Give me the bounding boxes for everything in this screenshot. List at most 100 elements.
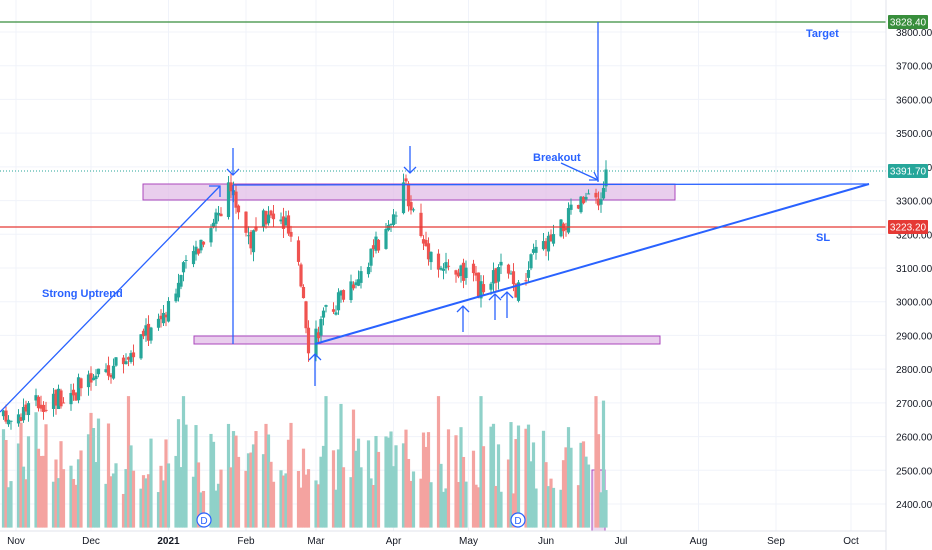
candle-body (419, 212, 423, 237)
bottom-arrow-head (500, 291, 514, 299)
candle (44, 401, 48, 413)
volume-bar (216, 483, 221, 528)
volume-bar (419, 478, 423, 528)
candle (289, 225, 293, 242)
candle (389, 223, 393, 233)
candle-body (394, 215, 398, 217)
dividend-marker-label: D (514, 516, 521, 527)
candle-body (369, 248, 373, 266)
candle (76, 373, 81, 404)
volume-bar (499, 491, 503, 528)
candle-body (211, 222, 216, 227)
candle-body (436, 253, 441, 270)
dividend-marker-jan[interactable]: D (196, 512, 212, 528)
candle-body (546, 235, 551, 252)
candle (584, 192, 588, 203)
candle-body (529, 254, 533, 269)
candle-body (506, 264, 511, 274)
candle-body (226, 182, 231, 218)
candle (411, 207, 416, 213)
candle (61, 397, 66, 404)
x-tick-label: Dec (82, 536, 100, 547)
candle-body (214, 212, 218, 224)
candle (299, 262, 303, 288)
candle (174, 288, 178, 303)
candle (406, 181, 411, 212)
volume-bar (514, 439, 518, 528)
x-axis[interactable]: Nov Dec 2021 Feb Mar Apr May Jun Jul Aug Sep Oct (0, 530, 886, 547)
candle-body (531, 249, 536, 253)
candle-body (559, 219, 563, 237)
ascending-trendline (314, 183, 870, 345)
candle (594, 188, 598, 204)
dividend-marker-label: D (200, 516, 207, 527)
candle (9, 420, 13, 430)
y-tick-label: 3800.00 (896, 28, 932, 39)
volume-bar (61, 469, 66, 528)
candle-body (281, 216, 286, 229)
volume-bar (214, 490, 218, 528)
volume-bar (41, 455, 46, 528)
candle (139, 333, 143, 360)
candle-body (489, 283, 493, 290)
volume-bar (441, 491, 446, 528)
volume-bar (389, 431, 393, 528)
candle-body (579, 196, 583, 213)
candle (509, 270, 513, 275)
candle-body (459, 265, 463, 276)
candle-body (401, 182, 406, 214)
volume-bar (581, 441, 586, 528)
candle (481, 275, 486, 296)
volume-bar (491, 423, 496, 528)
volume-bar (594, 396, 598, 528)
candle-body (324, 305, 328, 307)
candle (296, 236, 301, 266)
candle-body (194, 246, 198, 255)
x-tick-label: Mar (307, 536, 325, 547)
candle (86, 370, 91, 396)
candle (156, 313, 161, 331)
candle-body (499, 261, 503, 266)
y-tick-label: 2400.00 (896, 500, 932, 511)
y-tick-label: 3100.00 (896, 264, 932, 275)
candle-body (426, 243, 431, 260)
x-tick-label: Jun (538, 536, 554, 547)
candle (351, 281, 356, 291)
volume-bar (16, 443, 21, 528)
candle-body (89, 373, 93, 383)
candle (581, 196, 586, 205)
candle-body (534, 246, 538, 253)
candle-body (576, 204, 581, 209)
candle-body (601, 187, 606, 199)
y-tick-label: 3000.00 (896, 298, 932, 309)
volume-bar (104, 483, 108, 528)
candle-body (319, 319, 323, 336)
candle-body (271, 213, 276, 220)
candle-body (599, 199, 603, 205)
volume-bar (509, 422, 513, 528)
volume-bar (306, 469, 311, 528)
candle (266, 206, 271, 226)
candle (226, 175, 231, 220)
candle (359, 266, 363, 289)
candle (209, 224, 213, 247)
volume-bar (524, 428, 528, 528)
volume-bar (356, 438, 361, 528)
candle (419, 203, 423, 238)
volume-bar (531, 442, 536, 528)
candle-body (409, 202, 413, 211)
candle-body (476, 272, 481, 297)
candle (39, 395, 43, 412)
volume-bar (284, 473, 288, 528)
volume-bar (196, 462, 201, 528)
volume-bar (179, 467, 183, 528)
breakout-pointer-head (589, 171, 600, 181)
dividend-marker-may[interactable]: D (510, 512, 526, 528)
candle-body (509, 273, 513, 275)
candle (549, 229, 553, 242)
volume-bar (161, 480, 166, 528)
volume-bar (339, 403, 343, 528)
candle-body (264, 211, 268, 225)
